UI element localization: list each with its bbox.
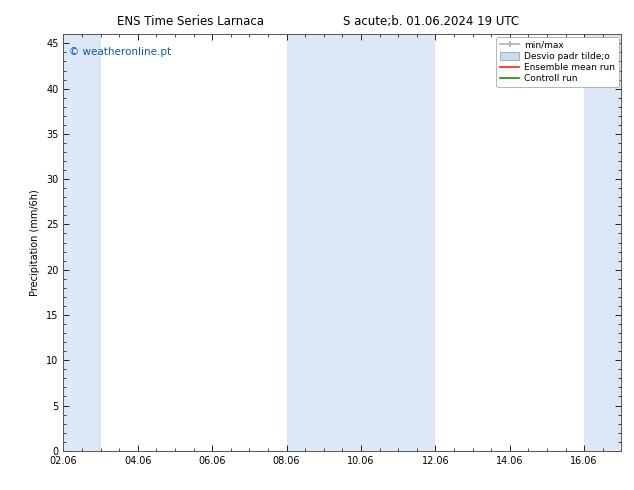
Text: S acute;b. 01.06.2024 19 UTC: S acute;b. 01.06.2024 19 UTC	[343, 15, 519, 28]
Y-axis label: Precipitation (mm/6h): Precipitation (mm/6h)	[30, 189, 41, 296]
Text: ENS Time Series Larnaca: ENS Time Series Larnaca	[117, 15, 264, 28]
Legend: min/max, Desvio padr tilde;o, Ensemble mean run, Controll run: min/max, Desvio padr tilde;o, Ensemble m…	[496, 37, 619, 87]
Bar	[287, 34, 361, 451]
Bar	[63, 34, 101, 451]
Text: © weatheronline.pt: © weatheronline.pt	[69, 47, 171, 57]
Bar	[361, 34, 436, 451]
Bar	[584, 34, 621, 451]
